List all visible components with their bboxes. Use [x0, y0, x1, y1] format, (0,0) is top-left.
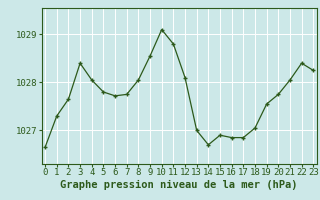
X-axis label: Graphe pression niveau de la mer (hPa): Graphe pression niveau de la mer (hPa) — [60, 180, 298, 190]
